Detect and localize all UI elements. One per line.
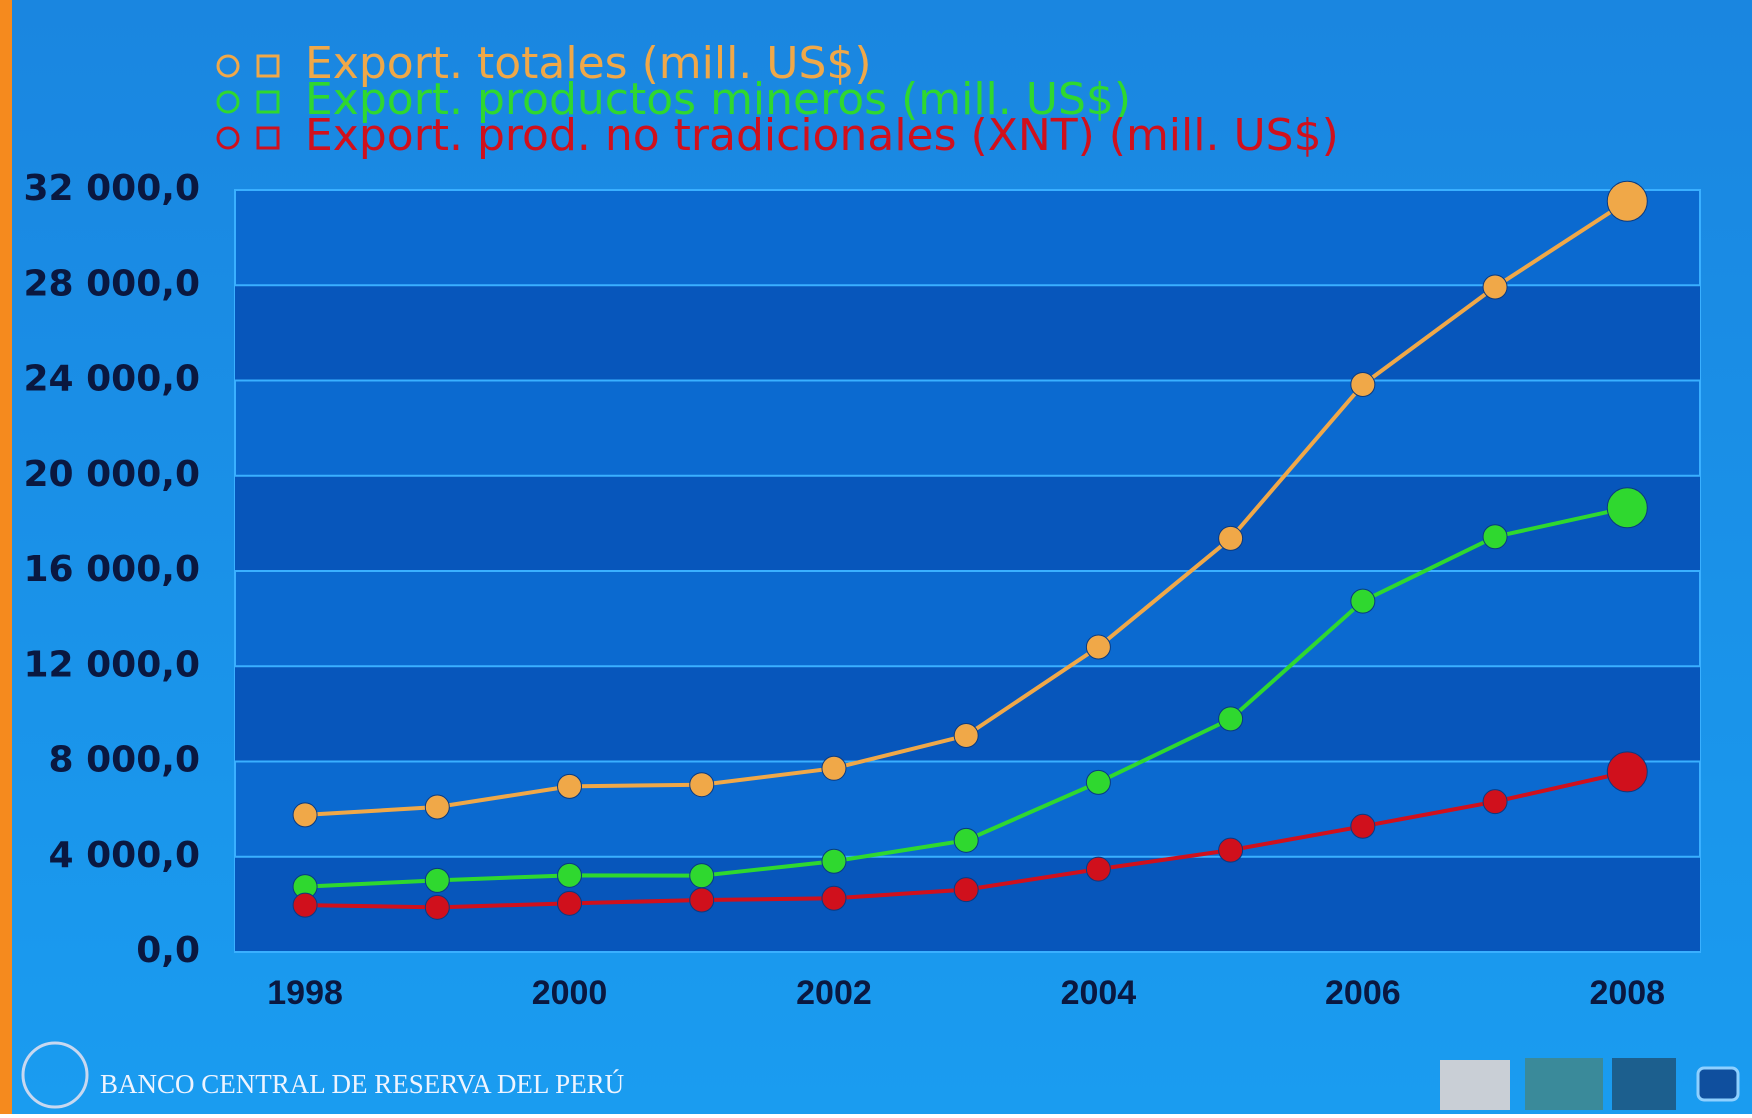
data-point bbox=[1482, 274, 1508, 300]
y-tick-label: 16 000,0 bbox=[23, 549, 200, 590]
x-tick-label: 2008 bbox=[1589, 974, 1665, 1012]
legend-marker bbox=[216, 90, 240, 114]
x-tick-label: 2002 bbox=[796, 974, 872, 1012]
data-point bbox=[1350, 372, 1376, 398]
data-point bbox=[1218, 706, 1244, 732]
data-point bbox=[1218, 525, 1244, 551]
toolbar bbox=[1440, 1058, 1740, 1110]
legend-marker bbox=[216, 54, 240, 78]
y-tick-label: 32 000,0 bbox=[23, 168, 200, 209]
data-point bbox=[1606, 180, 1648, 222]
y-tick-label: 28 000,0 bbox=[23, 263, 200, 304]
line-view-button[interactable] bbox=[1440, 1060, 1510, 1110]
x-tick-label: 2006 bbox=[1325, 974, 1401, 1012]
legend-label: Export. productos mineros (mill. US$) bbox=[305, 74, 1131, 125]
legend-marker bbox=[216, 126, 240, 150]
data-point bbox=[953, 723, 979, 749]
data-point bbox=[557, 862, 583, 888]
y-tick-label: 8 000,0 bbox=[49, 740, 200, 781]
data-point bbox=[557, 890, 583, 916]
data-point bbox=[1218, 837, 1244, 863]
bar-view-button[interactable] bbox=[1612, 1058, 1676, 1110]
data-point bbox=[557, 773, 583, 799]
y-tick-label: 24 000,0 bbox=[23, 359, 200, 400]
data-point bbox=[1350, 813, 1376, 839]
data-point bbox=[424, 867, 450, 893]
data-point bbox=[1482, 524, 1508, 550]
y-tick-label: 4 000,0 bbox=[49, 835, 200, 876]
logo bbox=[21, 1041, 89, 1109]
legend-checkbox bbox=[256, 54, 280, 78]
data-point bbox=[424, 894, 450, 920]
band bbox=[235, 475, 1700, 571]
data-point bbox=[689, 863, 715, 889]
data-point bbox=[1085, 856, 1111, 882]
legend: Export. totales (mill. US$)Export. produ… bbox=[216, 38, 1339, 161]
band bbox=[235, 285, 1700, 381]
legend-label: Export. prod. no tradicionales (XNT) (mi… bbox=[305, 110, 1339, 161]
data-point bbox=[1350, 588, 1376, 614]
data-point bbox=[292, 802, 318, 828]
x-tick-label: 1998 bbox=[267, 974, 343, 1012]
band bbox=[235, 856, 1700, 952]
y-tick-label: 0,0 bbox=[136, 930, 200, 971]
data-point bbox=[1606, 751, 1648, 793]
legend-checkbox bbox=[256, 90, 280, 114]
data-point bbox=[424, 794, 450, 820]
legend-checkbox bbox=[256, 126, 280, 150]
data-point bbox=[1606, 487, 1648, 529]
plot-area bbox=[234, 180, 1701, 953]
data-point bbox=[292, 892, 318, 918]
footer-text: BANCO CENTRAL DE RESERVA DEL PERÚ bbox=[100, 1069, 624, 1099]
data-point bbox=[953, 877, 979, 903]
data-point bbox=[821, 755, 847, 781]
table-view-button[interactable] bbox=[1696, 1066, 1740, 1102]
data-point bbox=[1482, 789, 1508, 815]
x-tick-label: 2004 bbox=[1061, 974, 1137, 1012]
legend-label: Export. totales (mill. US$) bbox=[305, 38, 872, 89]
y-tick-label: 12 000,0 bbox=[23, 644, 200, 685]
data-point bbox=[953, 827, 979, 853]
data-point bbox=[1085, 634, 1111, 660]
data-point bbox=[689, 772, 715, 798]
data-point bbox=[821, 848, 847, 874]
data-point bbox=[821, 885, 847, 911]
x-tick-label: 2000 bbox=[532, 974, 608, 1012]
scatter-view-button[interactable] bbox=[1525, 1058, 1603, 1110]
data-point bbox=[1085, 769, 1111, 795]
side-stripe bbox=[0, 0, 12, 1114]
y-tick-label: 20 000,0 bbox=[23, 454, 200, 495]
data-point bbox=[689, 887, 715, 913]
